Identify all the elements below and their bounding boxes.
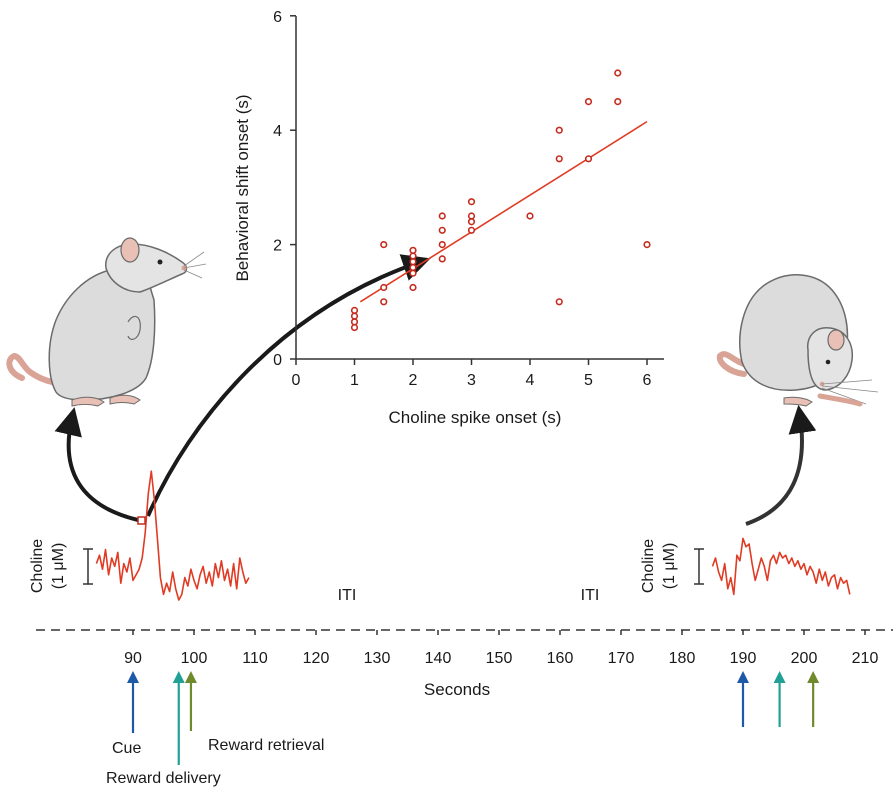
choline-label-left: Choline (1 μM) (29, 539, 67, 593)
scatter-point (643, 241, 651, 249)
delivery-arrow-head (172, 671, 185, 683)
x-tick-label: 4 (526, 372, 535, 389)
time-ticks: 90 100 110 120 130 140 150 160 170 180 190 200 210 (124, 630, 878, 667)
scatter-point (438, 241, 446, 249)
scatter-point (555, 155, 563, 163)
y-axis-title: Behavioral shift onset (s) (233, 94, 252, 281)
time-tick-label: 180 (669, 650, 696, 667)
choline-label-right: Choline (1 μM) (640, 539, 678, 593)
scatter-point (584, 97, 593, 106)
svg-text:(1 μM): (1 μM) (661, 543, 678, 590)
scatter-point (409, 263, 417, 272)
scatter-point (555, 126, 563, 134)
svg-text:Choline: Choline (29, 539, 46, 593)
x-tick-label: 0 (292, 372, 301, 389)
time-tick-label: 110 (242, 650, 268, 667)
scatter-point (380, 298, 388, 306)
scatter-chart: 0 1 2 3 4 5 6 0 2 4 6 Choline spike onset (s) Beh… (233, 9, 664, 427)
cue-arrow-head (737, 671, 749, 683)
scatter-point (614, 69, 622, 77)
x-axis-title: Choline spike onset (s) (389, 408, 562, 427)
arrow-to-right-rat (745, 404, 817, 526)
scatter-points (350, 69, 651, 332)
scatter-point (350, 306, 359, 314)
delivery-arrow-head (773, 671, 786, 683)
y-tick-label: 2 (273, 238, 282, 255)
arrow-to-scatter (146, 254, 431, 517)
x-tick-label: 1 (350, 372, 359, 389)
scatter-point (438, 255, 446, 263)
curved-arrows (54, 254, 817, 526)
scatter-point (555, 298, 563, 306)
time-axis-title: Seconds (424, 680, 490, 699)
scatter-point (438, 212, 446, 220)
scatter-point (467, 198, 476, 206)
svg-text:Choline: Choline (640, 539, 657, 593)
retrieval-arrow-head (184, 671, 197, 683)
time-tick-label: 210 (852, 650, 879, 667)
y-tick-label: 4 (273, 123, 282, 140)
regression-line (359, 120, 648, 303)
rat-sniffing-upright-icon (6, 237, 207, 407)
scatter-point (350, 323, 359, 332)
time-tick-label: 100 (181, 650, 208, 667)
timeline-chart: 90 100 110 120 130 140 150 160 170 180 190 200 210 S… (29, 470, 893, 787)
event-arrows (127, 671, 820, 765)
scatter-point (467, 226, 476, 234)
scatter-point (467, 218, 476, 226)
scatter-point (380, 241, 388, 249)
scatter-point (409, 269, 417, 277)
time-tick-label: 170 (608, 650, 635, 667)
scatter-point (584, 155, 593, 163)
x-ticks: 0 1 2 3 4 5 6 (292, 359, 652, 389)
time-tick-label: 120 (303, 650, 330, 667)
cue-arrow-head (127, 671, 139, 683)
y-ticks: 0 2 4 6 (273, 9, 296, 369)
choline-traces (95, 470, 851, 601)
x-tick-label: 6 (643, 372, 652, 389)
choline-trace (711, 537, 851, 596)
cue-label: Cue (112, 740, 141, 757)
spike-onset-marker (137, 516, 146, 525)
time-tick-label: 160 (547, 650, 574, 667)
y-tick-label: 0 (273, 352, 282, 369)
scatter-point (526, 212, 534, 220)
scatter-point (409, 246, 417, 254)
scatter-point (438, 226, 446, 234)
reward-retrieval-label: Reward retrieval (208, 737, 324, 754)
iti-label-2: ITI (581, 587, 600, 604)
choline-trace (95, 470, 250, 601)
time-tick-label: 140 (425, 650, 452, 667)
x-tick-label: 3 (467, 372, 476, 389)
retrieval-arrow-head (807, 671, 820, 683)
time-tick-label: 150 (486, 650, 513, 667)
rat-eating-icon (716, 274, 879, 407)
time-tick-label: 190 (730, 650, 757, 667)
time-tick-label: 200 (791, 650, 818, 667)
reward-delivery-label: Reward delivery (106, 770, 221, 787)
y-tick-label: 6 (273, 9, 282, 26)
x-tick-label: 5 (584, 372, 593, 389)
scatter-point (409, 252, 417, 260)
svg-text:(1 μM): (1 μM) (50, 543, 67, 590)
arrow-to-left-rat (54, 407, 139, 522)
scatter-point (350, 318, 359, 326)
scatter-point (409, 283, 417, 292)
scatter-point (409, 258, 417, 266)
scatter-point (380, 283, 388, 292)
iti-label-1: ITI (338, 587, 357, 604)
scatter-point (614, 97, 622, 106)
time-tick-label: 130 (364, 650, 391, 667)
x-tick-label: 2 (409, 372, 418, 389)
scatter-point (350, 312, 359, 320)
scale-bar-left (83, 548, 93, 585)
scale-bar-right (694, 548, 704, 585)
time-tick-label: 90 (124, 650, 142, 667)
scatter-point (467, 212, 476, 220)
